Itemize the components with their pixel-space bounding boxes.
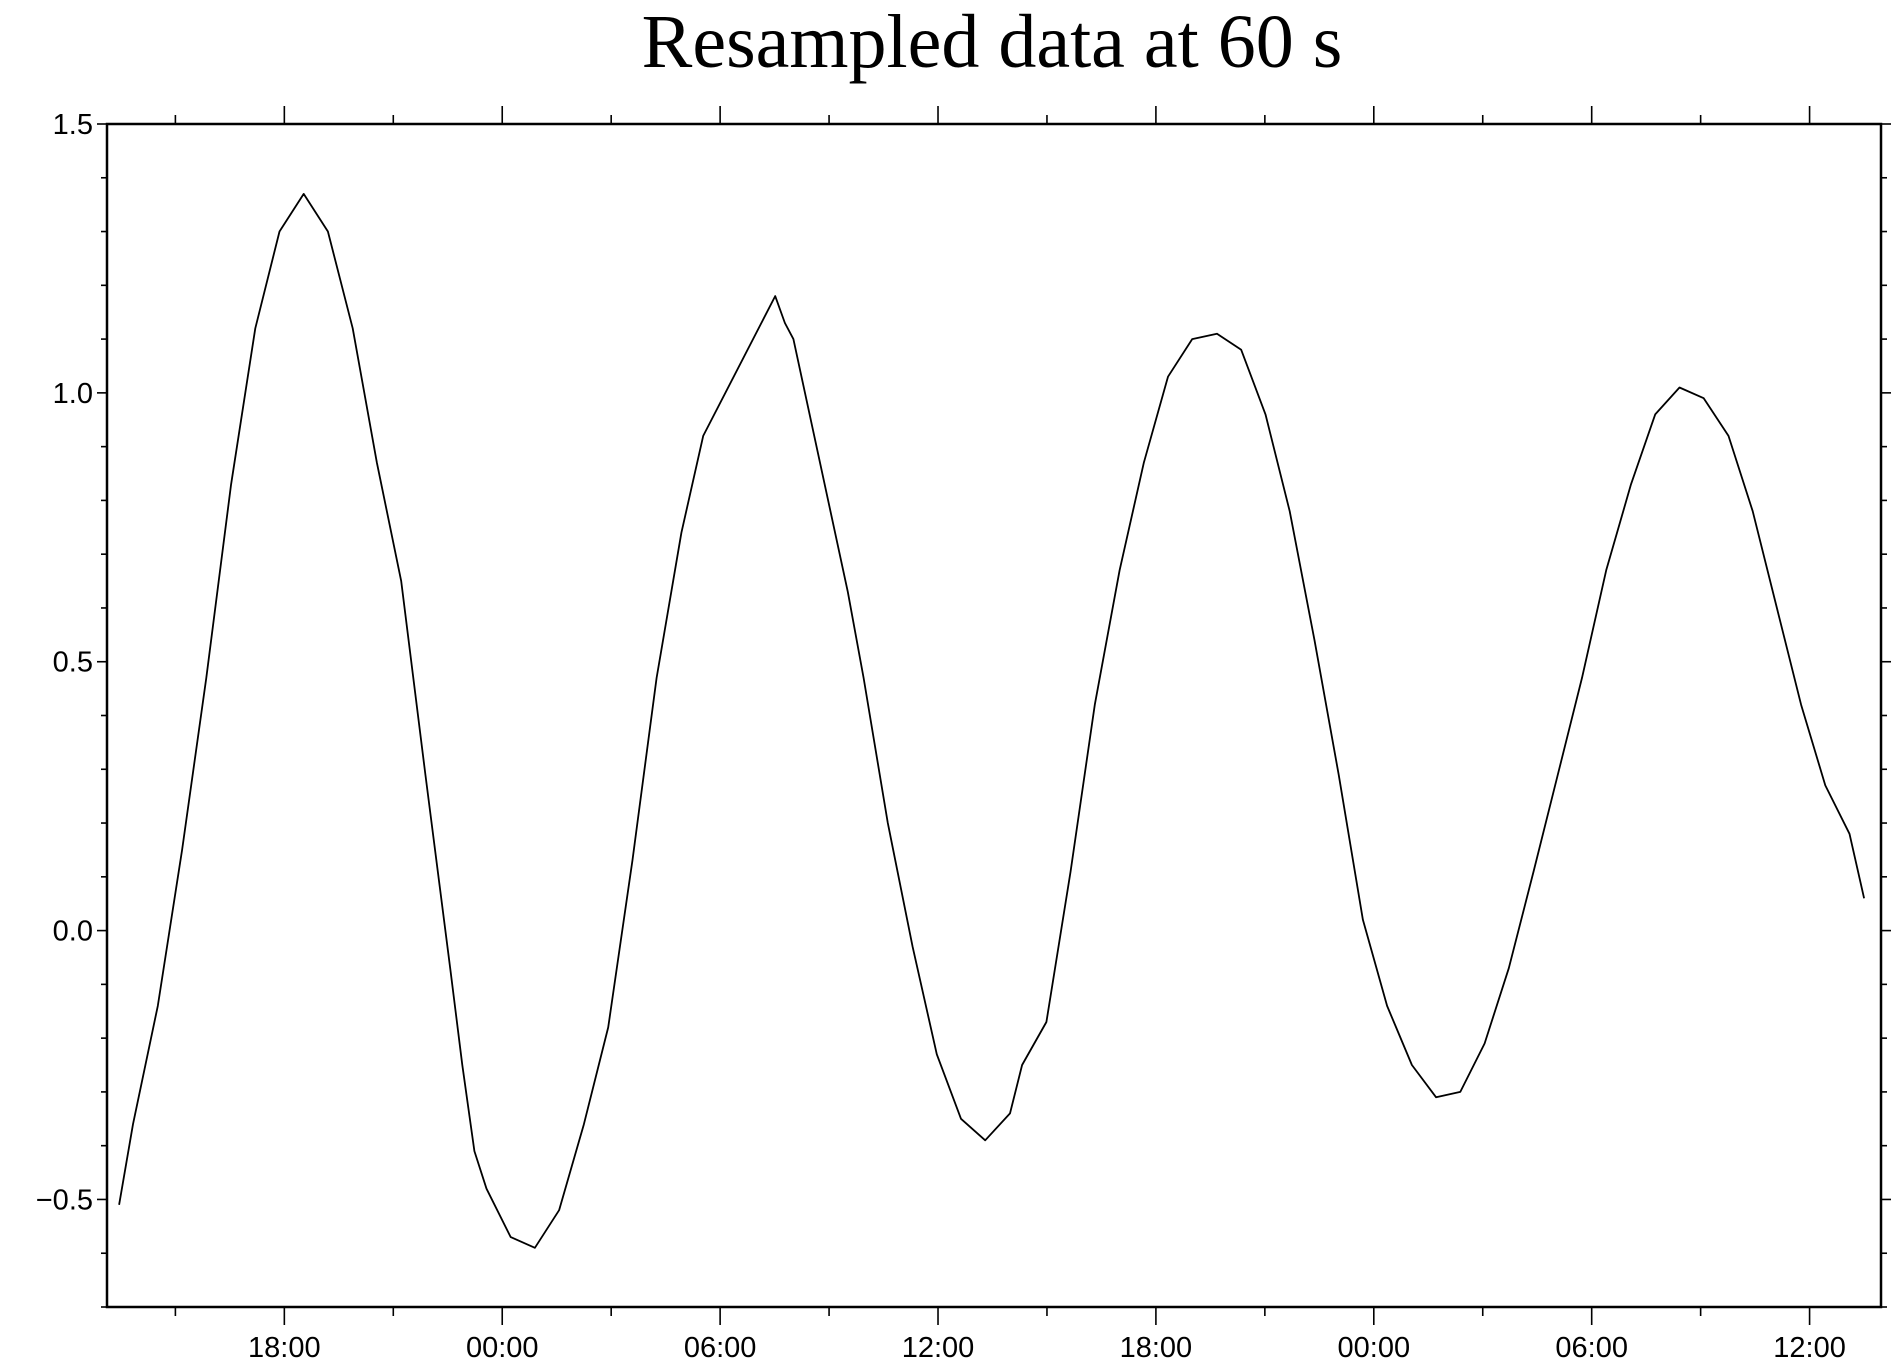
chart-title: Resampled data at 60 s: [641, 0, 1343, 84]
x-tick-label: 18:00: [248, 1332, 321, 1364]
x-tick-label: 06:00: [684, 1332, 757, 1364]
x-tick-label: 12:00: [1773, 1332, 1846, 1364]
y-tick-label: 1.5: [53, 109, 93, 141]
x-tick-label: 12:00: [902, 1332, 975, 1364]
y-tick-label: 1.0: [53, 378, 93, 410]
y-tick-label: 0.0: [53, 916, 93, 948]
x-tick-label: 00:00: [1338, 1332, 1411, 1364]
y-tick-label: 0.5: [53, 647, 93, 679]
data-series-line: [118, 192, 1865, 1249]
y-tick-label: −0.5: [36, 1184, 93, 1216]
x-tick-label: 18:00: [1120, 1332, 1193, 1364]
x-tick-label: 00:00: [466, 1332, 539, 1364]
x-tick-label: 06:00: [1555, 1332, 1628, 1364]
